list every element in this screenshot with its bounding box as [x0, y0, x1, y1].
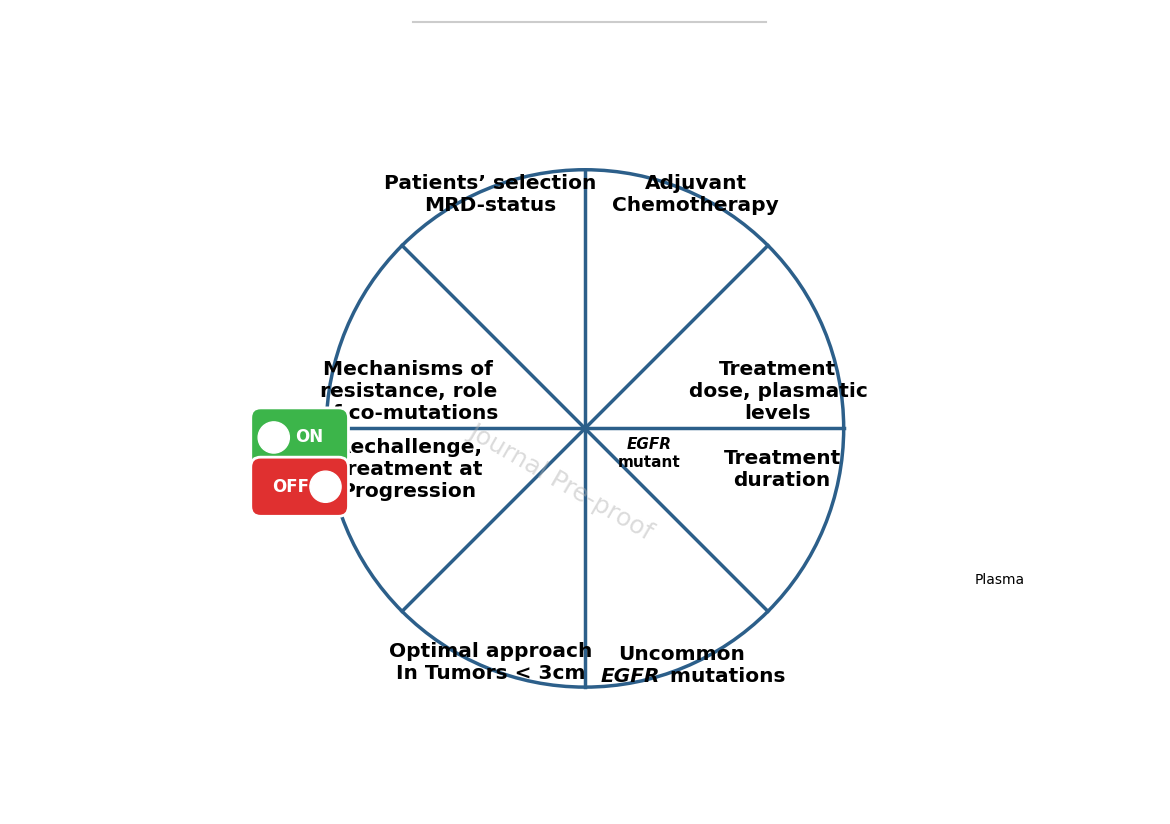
Text: Rechallenge,
Treatment at
Progression: Rechallenge, Treatment at Progression	[335, 438, 482, 501]
Text: Uncommon: Uncommon	[618, 644, 744, 664]
Text: Patients’ selection
MRD-status: Patients’ selection MRD-status	[385, 174, 597, 215]
Circle shape	[310, 471, 342, 503]
Text: Plasma: Plasma	[975, 574, 1025, 588]
Text: OFF: OFF	[271, 478, 309, 496]
Text: Optimal approach
In Tumors < 3cm: Optimal approach In Tumors < 3cm	[388, 642, 592, 683]
Text: Treatment
dose, plasmatic
levels: Treatment dose, plasmatic levels	[689, 360, 867, 423]
Text: mutations: mutations	[663, 667, 785, 686]
Text: Mechanisms of
resistance, role
of co-mutations: Mechanisms of resistance, role of co-mut…	[318, 360, 498, 423]
Text: ON: ON	[295, 428, 323, 447]
Text: mutant: mutant	[618, 456, 681, 471]
Text: Journal Pre-proof: Journal Pre-proof	[464, 419, 656, 545]
FancyBboxPatch shape	[250, 408, 349, 467]
Circle shape	[259, 422, 289, 453]
Text: Adjuvant
Chemotherapy: Adjuvant Chemotherapy	[612, 174, 779, 215]
Text: Treatment
duration: Treatment duration	[723, 449, 841, 490]
FancyBboxPatch shape	[250, 457, 349, 517]
Text: EGFR: EGFR	[627, 438, 672, 452]
Text: EGFR: EGFR	[601, 667, 661, 686]
